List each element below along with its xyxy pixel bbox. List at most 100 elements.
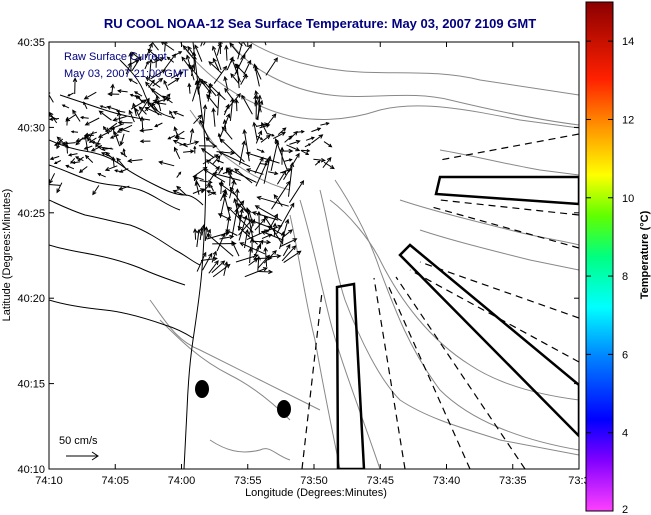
current-vector bbox=[206, 190, 217, 195]
y-tick-label: 40:20 bbox=[17, 293, 45, 305]
current-vector bbox=[198, 77, 211, 93]
current-vector bbox=[210, 184, 214, 192]
current-vector bbox=[212, 241, 237, 246]
current-vector bbox=[216, 232, 226, 252]
current-vector bbox=[219, 180, 224, 195]
current-vector bbox=[212, 172, 241, 181]
x-tick-label: 73:55 bbox=[234, 475, 262, 487]
current-vector bbox=[263, 155, 272, 184]
current-vector bbox=[244, 228, 250, 249]
current-vector bbox=[192, 166, 208, 178]
x-tick-label: 73:45 bbox=[366, 475, 394, 487]
current-vector bbox=[189, 128, 195, 143]
current-vector bbox=[161, 95, 173, 104]
current-vector bbox=[202, 252, 213, 271]
annotation-line-2: May 03, 2007 21:00 GMT bbox=[64, 68, 189, 80]
current-vector bbox=[99, 105, 107, 109]
current-vector bbox=[109, 134, 119, 139]
current-vector bbox=[208, 260, 219, 274]
current-vector bbox=[259, 123, 271, 129]
current-vector bbox=[188, 63, 200, 79]
current-vector bbox=[286, 144, 301, 152]
current-vector bbox=[199, 179, 213, 185]
current-vector bbox=[61, 104, 70, 109]
current-vector bbox=[217, 132, 222, 143]
current-vector bbox=[176, 185, 188, 196]
current-vector bbox=[92, 185, 100, 196]
current-vector bbox=[160, 42, 175, 51]
current-vector bbox=[117, 120, 133, 125]
colorbar-tick-label: 10 bbox=[622, 193, 634, 205]
current-vector bbox=[185, 140, 200, 146]
current-vector bbox=[153, 57, 165, 64]
current-vector bbox=[167, 135, 176, 140]
current-vector bbox=[283, 158, 293, 162]
current-vector bbox=[223, 103, 230, 116]
current-vector bbox=[84, 117, 100, 126]
current-vector bbox=[187, 45, 197, 60]
current-vector bbox=[281, 245, 297, 262]
current-vector bbox=[163, 79, 169, 91]
survey-polygons bbox=[335, 175, 579, 469]
current-vector bbox=[172, 111, 184, 117]
colorbar-ticks: 14 12 10 8 6 4 2 bbox=[586, 36, 634, 515]
current-vector bbox=[127, 158, 143, 163]
current-vector bbox=[244, 267, 268, 278]
colorbar-tick-label: 12 bbox=[622, 114, 634, 126]
current-vector bbox=[218, 166, 224, 175]
y-tick-label: 40:35 bbox=[17, 37, 45, 49]
colorbar-tick-label: 6 bbox=[622, 349, 628, 361]
current-vector bbox=[194, 44, 203, 62]
current-vector bbox=[49, 155, 60, 161]
current-vector bbox=[131, 55, 142, 72]
current-vector bbox=[211, 107, 216, 127]
current-vector bbox=[111, 126, 116, 135]
current-vector bbox=[117, 89, 128, 94]
current-vector bbox=[130, 51, 140, 60]
current-vector bbox=[67, 92, 74, 97]
current-vector bbox=[263, 246, 268, 267]
coastline bbox=[49, 42, 207, 469]
current-vector bbox=[139, 139, 151, 144]
current-vector bbox=[173, 146, 181, 160]
current-vector bbox=[311, 127, 322, 133]
current-vector bbox=[97, 130, 113, 138]
current-vector bbox=[176, 171, 182, 178]
current-vector bbox=[72, 109, 81, 122]
current-vector bbox=[226, 56, 234, 71]
current-vector bbox=[71, 160, 81, 165]
current-vector bbox=[196, 251, 207, 272]
current-vector bbox=[212, 155, 221, 165]
current-vector bbox=[213, 65, 228, 84]
current-vector bbox=[150, 69, 167, 80]
current-vector bbox=[144, 107, 162, 116]
current-vector bbox=[254, 90, 262, 113]
current-vector bbox=[208, 83, 226, 101]
x-tick-label: 73:40 bbox=[433, 475, 461, 487]
current-vector bbox=[145, 76, 161, 88]
current-vector bbox=[112, 115, 127, 122]
current-vector bbox=[281, 229, 293, 239]
current-vector bbox=[116, 157, 127, 170]
current-vector bbox=[202, 154, 219, 165]
current-vector bbox=[289, 139, 301, 145]
current-vector bbox=[200, 42, 203, 47]
current-vector bbox=[98, 110, 112, 121]
current-vector bbox=[260, 162, 269, 166]
current-vector bbox=[267, 225, 284, 236]
current-vector bbox=[221, 126, 233, 140]
current-vector bbox=[222, 119, 228, 132]
current-vector bbox=[323, 161, 335, 170]
current-vector bbox=[49, 182, 61, 187]
scale-arrow bbox=[66, 451, 99, 461]
current-vector bbox=[265, 57, 278, 76]
current-vector bbox=[111, 156, 116, 168]
current-vector bbox=[169, 110, 175, 120]
current-vector bbox=[100, 147, 112, 152]
current-vector bbox=[128, 51, 133, 72]
current-vector bbox=[49, 114, 58, 120]
current-vector bbox=[229, 42, 240, 56]
current-vector bbox=[301, 148, 311, 153]
current-vector bbox=[239, 140, 246, 165]
